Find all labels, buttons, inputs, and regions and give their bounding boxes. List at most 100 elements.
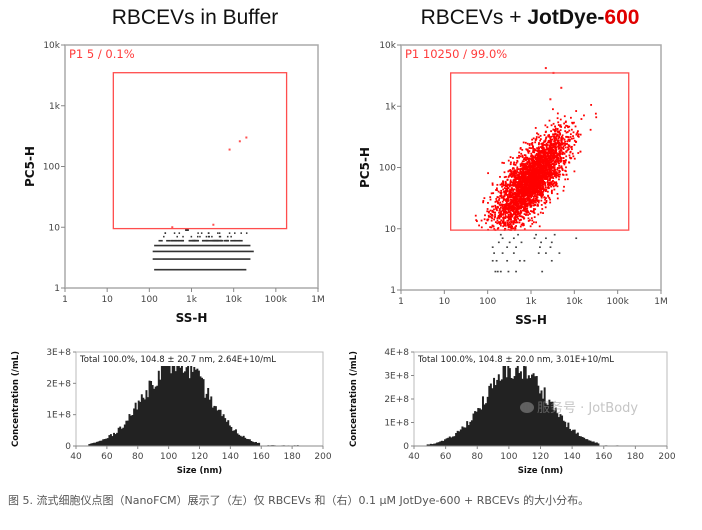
gated-event <box>543 175 546 178</box>
gated-event <box>518 186 521 189</box>
gated-event <box>556 156 559 159</box>
gated-event <box>510 209 512 212</box>
gated-event <box>508 191 511 194</box>
gated-event <box>508 174 511 177</box>
gated-event <box>505 200 507 202</box>
gated-event <box>552 172 555 175</box>
gated-event <box>504 222 507 225</box>
gated-event <box>532 191 535 194</box>
gated-event <box>531 172 533 175</box>
gated-event <box>491 224 494 227</box>
gated-event <box>550 150 552 152</box>
gated-event <box>510 171 513 174</box>
gated-event <box>534 168 537 171</box>
histogram-bar <box>436 442 439 446</box>
gated-event <box>512 184 514 187</box>
gated-event <box>529 169 531 172</box>
gated-event <box>509 223 512 225</box>
gated-event <box>568 140 571 143</box>
gated-event <box>245 136 248 139</box>
gated-event <box>519 181 522 183</box>
gated-event <box>549 140 552 143</box>
y-tick-label: 1E+8 <box>46 411 71 421</box>
gated-event <box>508 192 511 195</box>
gated-event <box>502 219 505 221</box>
gated-event <box>543 196 546 199</box>
gated-event <box>510 161 512 164</box>
gated-event <box>520 192 523 195</box>
gated-event <box>541 144 544 147</box>
right-chart-title: RBCEVs + JotDye-600 <box>395 6 665 30</box>
gated-event <box>517 185 520 188</box>
gated-event <box>544 156 547 158</box>
gated-event <box>556 127 559 130</box>
gated-event <box>527 185 530 188</box>
gated-event <box>538 158 540 161</box>
gated-event <box>538 174 541 176</box>
gated-event <box>547 164 550 167</box>
gated-event <box>508 204 511 206</box>
gated-event <box>535 149 537 152</box>
gated-event <box>508 195 511 198</box>
gated-event <box>531 219 534 222</box>
gated-event <box>541 174 544 176</box>
ungated-event <box>206 239 209 242</box>
gated-event <box>510 189 513 192</box>
gated-event <box>551 176 554 179</box>
gated-event <box>509 226 512 229</box>
gated-event <box>558 135 561 138</box>
gated-event <box>513 200 515 203</box>
gated-event <box>527 187 529 190</box>
histogram-bar <box>187 366 190 446</box>
gated-event <box>553 181 556 184</box>
gated-event <box>549 198 551 201</box>
gated-event <box>543 141 546 143</box>
ungated-event <box>212 239 216 242</box>
gated-event <box>557 167 559 169</box>
gated-event <box>557 175 560 178</box>
gated-event <box>531 158 534 161</box>
gated-event <box>525 148 528 151</box>
gated-event <box>564 140 566 143</box>
gated-event <box>521 222 524 225</box>
gated-event <box>500 195 503 197</box>
gated-event <box>552 133 554 136</box>
gated-event <box>509 156 512 159</box>
x-tick-label: 160 <box>253 452 270 462</box>
gated-event <box>534 179 537 182</box>
ungated-event <box>176 235 178 238</box>
gated-event <box>529 168 532 171</box>
gated-event <box>516 202 519 204</box>
gated-event <box>510 220 512 223</box>
gated-event <box>527 220 530 222</box>
gated-event <box>491 183 494 186</box>
gated-event <box>507 176 510 178</box>
gated-event <box>517 187 519 190</box>
gated-event <box>519 195 522 198</box>
gated-event <box>509 179 512 182</box>
gated-event <box>520 182 523 185</box>
gated-event <box>529 161 531 164</box>
gated-event <box>503 207 506 210</box>
gated-event <box>523 228 526 231</box>
y-axis-label: PC5-H <box>358 147 372 188</box>
gate-p1 <box>112 72 288 230</box>
histogram-bar <box>429 443 432 446</box>
gated-event <box>541 192 544 195</box>
gated-event <box>548 182 551 184</box>
gated-event <box>541 168 544 170</box>
gated-event <box>490 226 493 229</box>
gated-event <box>502 222 505 225</box>
gated-event <box>547 160 550 162</box>
gated-event <box>541 178 544 181</box>
gated-event <box>561 135 563 138</box>
histogram-bar <box>251 441 254 446</box>
gated-event <box>522 178 525 181</box>
gated-event <box>490 192 493 195</box>
histogram-bar <box>165 366 168 446</box>
gated-event <box>575 140 578 143</box>
histogram-bar <box>507 366 510 446</box>
gated-event <box>534 127 537 129</box>
gated-event <box>534 187 537 190</box>
gated-event <box>558 152 561 155</box>
